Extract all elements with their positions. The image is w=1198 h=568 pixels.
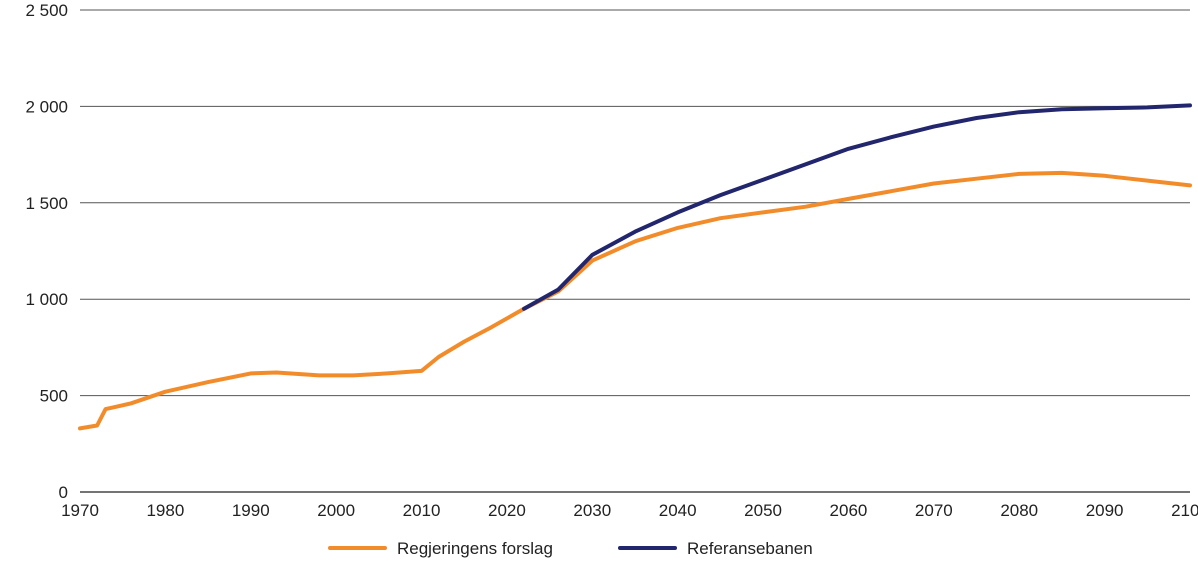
x-tick-label: 1970 (61, 501, 99, 520)
x-tick-label: 2080 (1000, 501, 1038, 520)
chart-svg: 0 500 1 000 1 500 2 000 2 500 1970 1980 1990 2000… (0, 0, 1198, 568)
y-tick-label: 1 000 (25, 290, 68, 309)
legend-label: Regjeringens forslag (397, 539, 553, 558)
x-tick-label: 2020 (488, 501, 526, 520)
line-chart: 0 500 1 000 1 500 2 000 2 500 1970 1980 1990 2000… (0, 0, 1198, 568)
x-tick-label: 1990 (232, 501, 270, 520)
x-tick-label: 2100 (1171, 501, 1198, 520)
x-tick-label: 2000 (317, 501, 355, 520)
x-tick-label: 2050 (744, 501, 782, 520)
y-tick-label: 2 000 (25, 97, 68, 116)
x-tick-label: 1980 (146, 501, 184, 520)
x-tick-label: 2040 (659, 501, 697, 520)
x-tick-label: 2090 (1086, 501, 1124, 520)
y-tick-label: 500 (40, 387, 68, 406)
y-tick-label: 0 (59, 483, 68, 502)
legend-label: Referansebanen (687, 539, 813, 558)
y-tick-label: 2 500 (25, 1, 68, 20)
y-tick-label: 1 500 (25, 194, 68, 213)
x-tick-label: 2060 (830, 501, 868, 520)
x-tick-label: 2030 (573, 501, 611, 520)
x-tick-label: 2010 (403, 501, 441, 520)
x-tick-label: 2070 (915, 501, 953, 520)
